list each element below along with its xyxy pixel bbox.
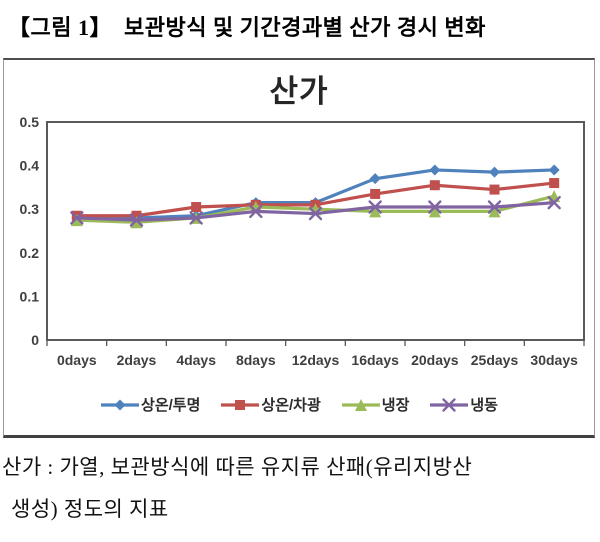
legend-label: 냉동: [470, 397, 498, 414]
y-axis-tick-label: 0.2: [20, 245, 40, 261]
series-3-marker: [487, 200, 502, 214]
series-3-marker: [129, 213, 144, 227]
series-2-marker: [70, 214, 83, 227]
x-axis-tick-label: 20days: [411, 352, 459, 368]
series-0-marker: [369, 173, 381, 185]
legend-item-3: 냉동: [429, 394, 498, 415]
legend-marker-0: [114, 399, 126, 410]
x-axis-tick-label: 30days: [530, 352, 578, 368]
series-2-marker: [369, 205, 382, 218]
legend-item-0: 상온/투명: [100, 394, 200, 415]
series-3-marker: [249, 204, 263, 219]
series-3-marker: [547, 195, 561, 210]
y-axis-tick-label: 0.3: [20, 201, 40, 217]
series-3-marker: [70, 211, 84, 225]
series-1-marker: [429, 180, 440, 191]
series-2-marker: [130, 216, 143, 229]
x-axis-tick-label: 2days: [117, 352, 157, 368]
legend-label: 냉장: [381, 397, 410, 414]
x-axis-tick-label: 16days: [351, 352, 399, 368]
y-axis-tick-label: 0: [31, 332, 39, 348]
legend-item-1: 상온/차광: [220, 394, 321, 415]
series-3-marker: [308, 206, 323, 221]
series-0-marker: [548, 164, 560, 176]
series-0-marker: [489, 166, 500, 178]
series-2-marker: [488, 205, 501, 218]
x-axis-tick-label: 8days: [236, 352, 276, 368]
legend-marker-2: [354, 398, 367, 411]
figure-caption: 【그림 1】 보관방식 및 기간경과별 산가 경시 변화: [8, 15, 486, 40]
series-3-marker: [428, 200, 442, 214]
footnote-line-1: 산가 : 가열, 보관방식에 따른 유지류 산패(유리지방산: [2, 455, 473, 479]
legend-label: 상온/투명: [141, 397, 201, 414]
chart-container: 산가 0.5 0.4 0.3 0.2 0.1 0 0days 2days 4days 8days 1…: [3, 58, 595, 438]
legend-marker-3: [442, 397, 457, 412]
footnote-line-2: 생성) 정도의 지표: [11, 497, 169, 521]
legend-label: 상온/차광: [261, 397, 321, 414]
plot-svg: 0.5 0.4 0.3 0.2 0.1 0 0days 2days 4days 8days 12da…: [20, 114, 585, 368]
series-0-marker: [429, 164, 441, 176]
chart-legend: 상온/투명 상온/차광 냉장 냉동: [4, 394, 594, 415]
series-1-marker: [549, 178, 560, 189]
chart-title: 산가: [269, 74, 329, 109]
x-axis-tick-label: 0days: [57, 352, 97, 368]
legend-marker-square-icon: [221, 399, 260, 410]
x-axis-tick-label: 25days: [471, 352, 519, 368]
series-1-marker: [489, 184, 500, 195]
series-3-marker: [189, 211, 203, 225]
x-axis-tick-label: 12days: [292, 352, 340, 368]
y-axis-tick-label: 0.5: [20, 114, 40, 130]
legend-marker-1: [235, 399, 246, 410]
y-axis-tick-label: 0.4: [20, 158, 40, 174]
series-2-marker: [428, 205, 441, 218]
plot-area: [46, 121, 585, 341]
y-axis-tick-label: 0.1: [20, 288, 40, 304]
legend-marker-x-icon: [430, 397, 469, 412]
legend-marker-triangle-icon: [341, 398, 380, 411]
series-1-marker: [131, 210, 142, 221]
legend-item-2: 냉장: [341, 394, 410, 415]
series-1-marker: [191, 202, 202, 213]
series-1-marker: [370, 188, 381, 199]
series-3-marker: [368, 200, 382, 214]
legend-marker-diamond-icon: [101, 399, 140, 410]
footnote: 산가 : 가열, 보관방식에 따른 유지류 산패(유리지방산 생성) 정도의 지…: [2, 446, 598, 530]
x-axis-tick-label: 4days: [176, 352, 216, 368]
